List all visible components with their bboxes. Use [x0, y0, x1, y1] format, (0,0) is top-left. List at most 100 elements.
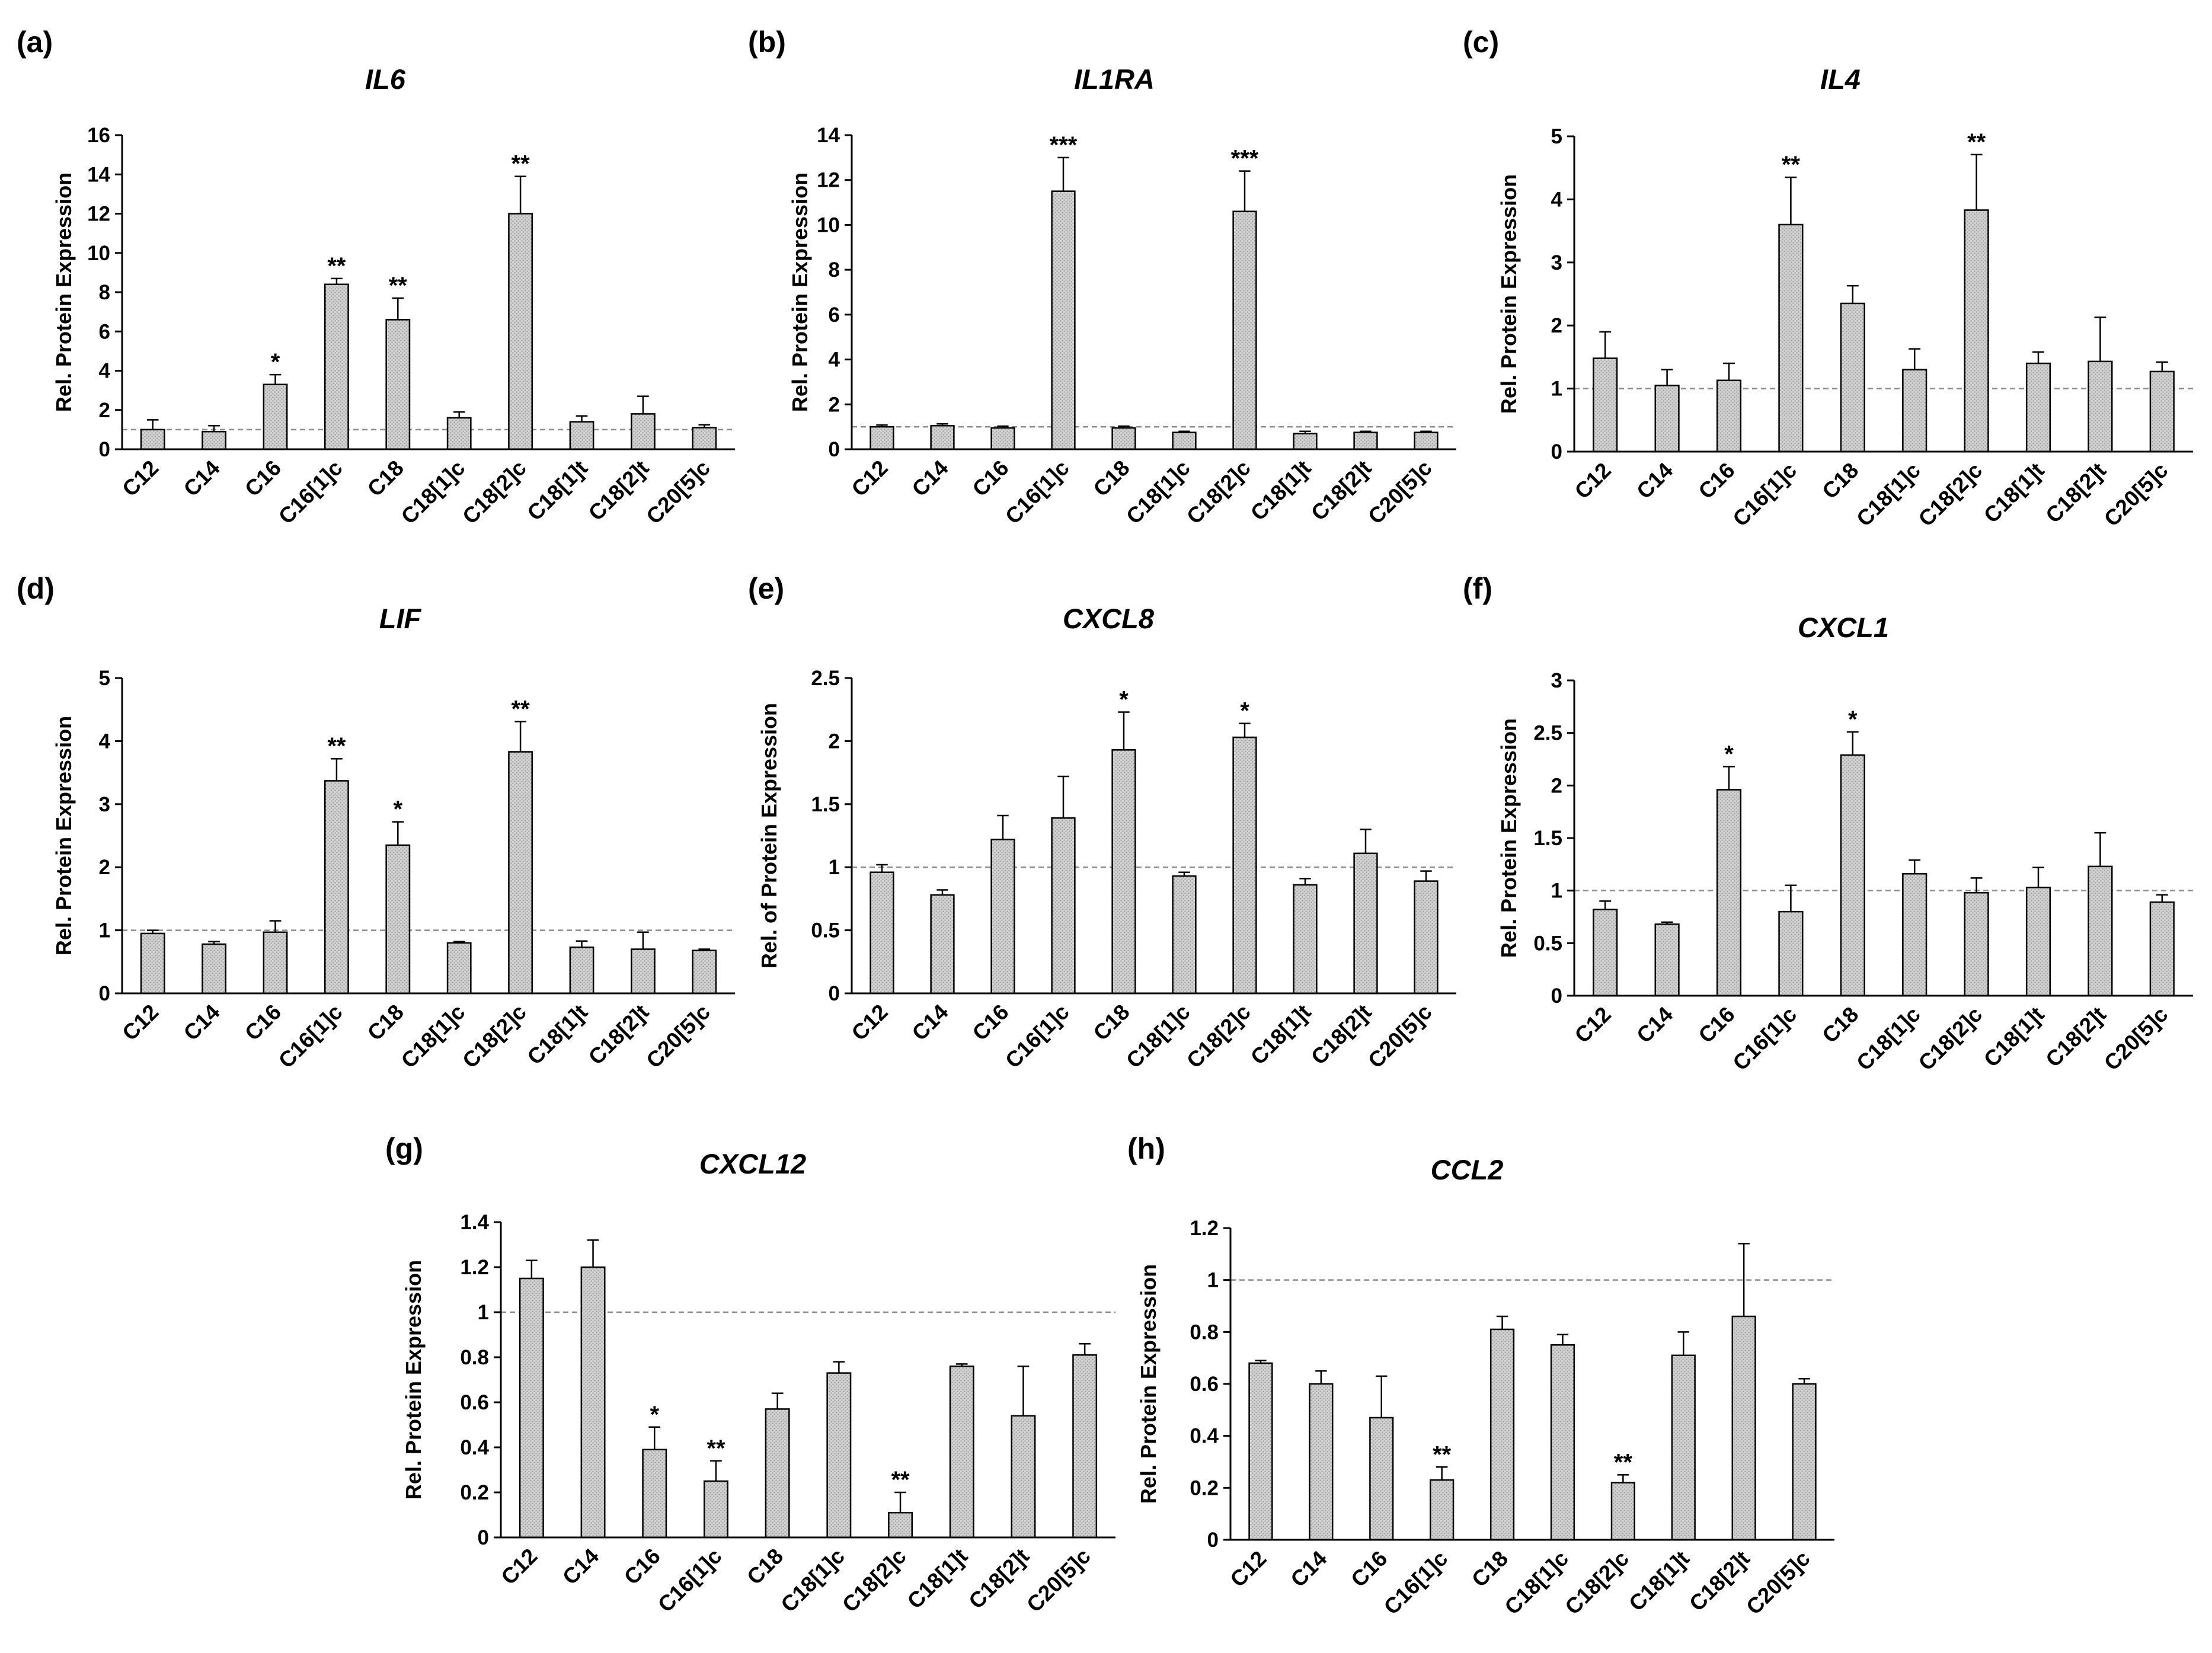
x-tick-label: C18[1]t — [1624, 1546, 1694, 1616]
x-tick-label: C16[1]c — [1379, 1546, 1453, 1620]
x-tick-label: C16 — [240, 1000, 286, 1045]
significance-label: *** — [1050, 132, 1078, 158]
significance-label: * — [1240, 698, 1249, 724]
bar — [2088, 360, 2113, 453]
panel-label: (b) — [748, 25, 786, 59]
x-tick-label: C12 — [497, 1544, 542, 1590]
x-tick-label: C16[1]c — [1000, 456, 1074, 529]
x-tick-label: C12 — [117, 1000, 163, 1045]
x-tick-label: C16 — [1346, 1546, 1392, 1592]
x-tick-label: C18[2]t — [1306, 456, 1376, 526]
bar — [631, 413, 656, 450]
x-tick-label: C14 — [907, 999, 953, 1045]
bar — [508, 751, 533, 995]
x-tick-label: C18 — [363, 1000, 408, 1045]
x-tick-label: C16[1]c — [1728, 458, 1802, 532]
chart-title: CXCL8 — [1063, 603, 1155, 634]
bar — [1430, 1479, 1455, 1541]
x-tick-label: C16[1]c — [1728, 1002, 1802, 1076]
x-tick-label: C16 — [968, 1000, 1014, 1045]
significance-label: * — [271, 349, 280, 375]
bar — [324, 780, 349, 995]
chart-title: CXCL12 — [699, 1148, 806, 1179]
y-tick-label: 0.4 — [460, 1436, 489, 1459]
bar — [703, 1480, 728, 1539]
x-tick-label: C18[2]c — [1182, 456, 1255, 529]
y-tick-label: 3 — [1551, 669, 1562, 692]
x-tick-label: C18[2]c — [1914, 1002, 1987, 1076]
bar — [1964, 209, 1989, 453]
y-tick-label: 0 — [478, 1526, 489, 1549]
x-tick-label: C20[5]c — [2099, 1002, 2173, 1076]
x-tick-label: C16 — [619, 1544, 665, 1590]
x-tick-label: C18[1]t — [1979, 458, 2049, 528]
bar — [870, 426, 894, 450]
y-tick-label: 12 — [817, 169, 840, 192]
panel-label: (d) — [17, 572, 55, 605]
y-tick-label: 0 — [99, 438, 110, 461]
y-tick-label: 1 — [1551, 378, 1562, 401]
significance-label: ** — [512, 696, 530, 722]
bar — [826, 1372, 852, 1539]
panel-label: (e) — [748, 572, 784, 605]
y-tick-label: 1 — [829, 856, 840, 879]
y-tick-label: 1 — [478, 1301, 489, 1324]
bar — [1654, 923, 1680, 997]
x-tick-label: C18[1]c — [1121, 456, 1195, 529]
bar — [1172, 431, 1197, 450]
bar — [888, 1511, 913, 1539]
x-tick-label: C18[2]t — [2041, 458, 2111, 528]
y-tick-label: 0.8 — [1190, 1321, 1219, 1344]
x-tick-label: C18 — [363, 456, 408, 501]
panel-label: (c) — [1463, 25, 1499, 59]
y-tick-label: 0.4 — [1190, 1425, 1219, 1448]
y-tick-label: 4 — [1551, 188, 1563, 211]
x-tick-label: C18[1]t — [1979, 1002, 2049, 1072]
y-tick-label: 0 — [1551, 984, 1562, 1008]
y-axis-label: Rel. Protein Expression — [401, 1260, 426, 1499]
y-tick-label: 6 — [829, 303, 840, 327]
y-tick-label: 4 — [829, 348, 840, 372]
x-tick-label: C18[2]c — [1914, 458, 1987, 532]
significance-label: * — [1848, 706, 1858, 733]
x-tick-label: C14 — [179, 999, 225, 1045]
bar — [930, 894, 955, 995]
bar — [1248, 1362, 1273, 1541]
chart-panel-6: (f) CXCL1 Rel. Protein Expression 0 0.5 1 1.5 2… — [1463, 572, 2193, 1075]
y-tick-label: 2.5 — [811, 667, 840, 690]
chart-panel-4: (d) LIF Rel. Protein Expression 0 1 2 3 4 5 C12 C1… — [17, 572, 735, 1073]
bar — [1293, 884, 1318, 995]
y-tick-label: 2 — [1551, 774, 1562, 797]
x-tick-label: C20[5]c — [641, 1000, 715, 1073]
chart-panel-7: (g) CXCL12 Rel. Protein Expression 0 0.2 0.4 0… — [385, 1132, 1115, 1617]
bar — [202, 430, 226, 450]
bar — [2149, 370, 2175, 453]
y-tick-label: 2 — [99, 856, 110, 879]
x-tick-label: C16[1]c — [1000, 1000, 1074, 1073]
x-tick-label: C12 — [847, 1000, 893, 1045]
chart-title: CXCL1 — [1798, 612, 1889, 643]
chart-title: LIF — [379, 603, 422, 634]
x-tick-label: C20[5]c — [1741, 1546, 1815, 1620]
bar — [949, 1365, 974, 1539]
x-tick-label: C16 — [1694, 458, 1740, 504]
x-tick-label: C16 — [240, 456, 286, 501]
significance-label: ** — [707, 1435, 725, 1462]
bar — [1051, 817, 1076, 995]
y-tick-label: 0.8 — [460, 1346, 489, 1369]
x-tick-label: C18[1]t — [1246, 456, 1316, 526]
significance-label: *** — [1231, 146, 1259, 172]
x-tick-label: C14 — [1632, 1002, 1677, 1047]
y-tick-label: 5 — [1551, 125, 1562, 148]
x-tick-label: C18[1]c — [776, 1544, 849, 1617]
panel-label: (h) — [1127, 1132, 1165, 1165]
y-tick-label: 10 — [87, 242, 110, 265]
bar — [1172, 875, 1197, 995]
bar — [385, 844, 411, 995]
y-axis-label: Rel. Protein Expression — [788, 172, 812, 412]
bar — [1550, 1344, 1575, 1541]
bar — [1902, 873, 1927, 997]
bar — [2149, 901, 2175, 997]
x-tick-label: C16 — [1694, 1002, 1740, 1048]
x-tick-label: C20[5]c — [1363, 1000, 1437, 1073]
